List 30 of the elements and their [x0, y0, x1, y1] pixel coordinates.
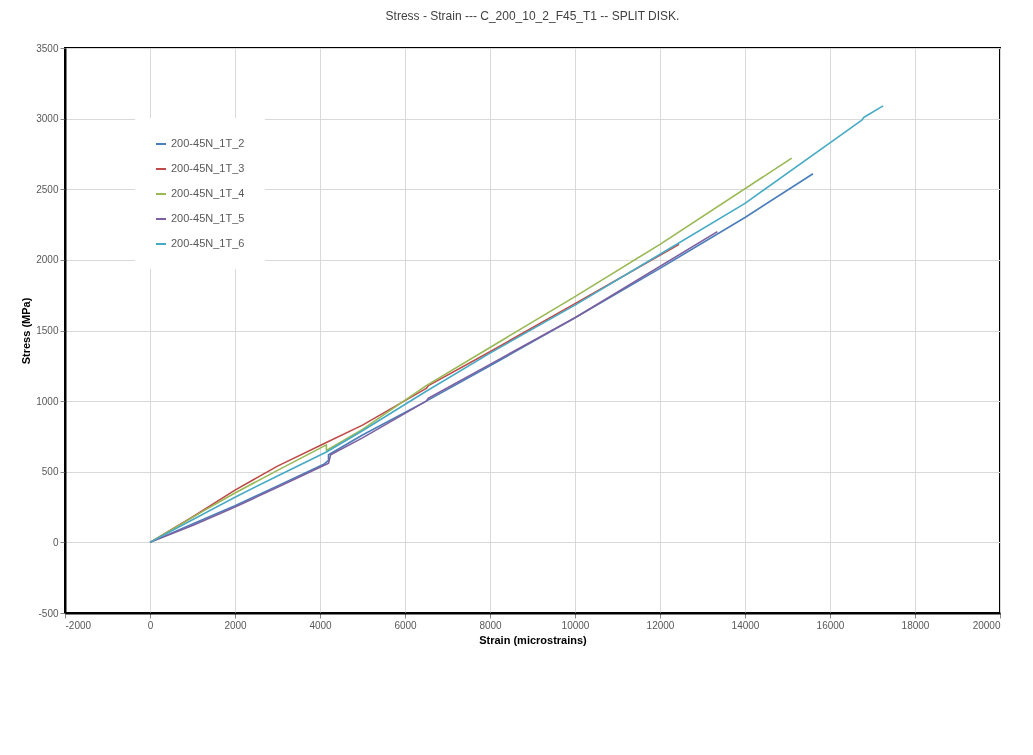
legend-label: 200-45N_1T_3 [171, 162, 245, 174]
x-tick-label: -2000 [65, 619, 92, 631]
y-tick-label: 0 [52, 536, 59, 548]
x-tick-label: 6000 [394, 619, 418, 631]
legend-label: 200-45N_1T_5 [171, 212, 245, 224]
legend-label: 200-45N_1T_4 [171, 187, 245, 199]
y-axis-title: Stress (MPa) [20, 297, 33, 365]
x-tick-label: 20000 [972, 619, 1001, 631]
y-tick-label: 3500 [36, 42, 59, 54]
y-tick-label: 2000 [36, 254, 59, 266]
x-tick-label: 14000 [731, 619, 760, 631]
y-tick-label: 500 [41, 466, 59, 478]
x-tick-label: 16000 [816, 619, 845, 631]
x-tick-label: 18000 [901, 619, 930, 631]
x-axis-title: Strain (microstrains) [479, 633, 588, 646]
x-tick-label: 2000 [224, 619, 248, 631]
y-tick-label: 1000 [36, 395, 59, 407]
x-tick-label: 4000 [309, 619, 333, 631]
x-tick-label: 0 [147, 619, 154, 631]
legend-label: 200-45N_1T_6 [171, 237, 245, 249]
x-tick-label: 8000 [479, 619, 503, 631]
chart-title: Stress - Strain --- C_200_10_2_F45_T1 -- SPLIT DISK. [385, 9, 680, 23]
y-tick-label: 2500 [36, 183, 59, 195]
line-series [149, 105, 884, 544]
x-tick-label: 10000 [561, 619, 590, 631]
y-tick-label: -500 [38, 607, 59, 619]
x-tick-label: 12000 [646, 619, 675, 631]
y-tick-label: 1500 [36, 325, 59, 336]
y-tick-label: 3000 [36, 113, 59, 125]
legend-label: 200-45N_1T_2 [171, 137, 245, 149]
